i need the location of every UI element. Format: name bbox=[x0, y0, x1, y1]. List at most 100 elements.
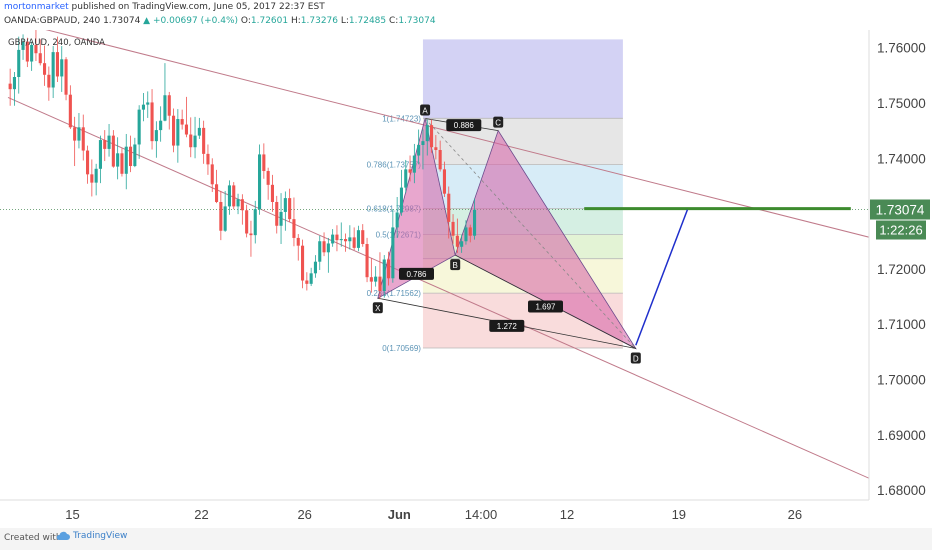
candle bbox=[408, 155, 412, 182]
candle bbox=[348, 225, 352, 250]
candle-body bbox=[361, 230, 365, 245]
candle bbox=[374, 266, 378, 287]
candle bbox=[473, 198, 477, 240]
candle bbox=[296, 234, 300, 261]
candle bbox=[275, 195, 279, 234]
candle bbox=[240, 194, 244, 225]
ohlc-close-value: 1.73074 bbox=[398, 16, 436, 26]
candle bbox=[73, 116, 77, 167]
candle bbox=[464, 220, 468, 245]
candle-body bbox=[425, 125, 429, 142]
pattern-point-badge bbox=[450, 259, 461, 271]
candle-body bbox=[141, 104, 145, 110]
candle-body bbox=[43, 63, 47, 75]
candle-body bbox=[434, 147, 438, 151]
candle bbox=[206, 144, 210, 175]
candle bbox=[137, 105, 141, 159]
candle bbox=[43, 45, 47, 86]
candle bbox=[47, 66, 51, 101]
pattern-point-badge bbox=[372, 302, 383, 314]
candle bbox=[412, 143, 416, 184]
y-tick-label: 1.69000 bbox=[877, 428, 926, 443]
tradingview-brand[interactable]: TradingView bbox=[56, 531, 127, 541]
candle-body bbox=[460, 241, 464, 247]
candle-body bbox=[417, 145, 421, 156]
x-tick-label: 14:00 bbox=[465, 507, 498, 522]
ohlc-low-value: 1.72485 bbox=[348, 16, 387, 26]
candle-body bbox=[275, 201, 279, 226]
x-tick-label: 15 bbox=[65, 507, 79, 522]
candle-body bbox=[111, 135, 115, 167]
candle bbox=[8, 68, 12, 106]
candle bbox=[442, 161, 446, 198]
brand-name: TradingView bbox=[73, 531, 128, 541]
candle bbox=[468, 224, 472, 243]
candle bbox=[318, 235, 322, 271]
candle bbox=[103, 130, 107, 162]
candle-body bbox=[262, 154, 266, 172]
candle bbox=[210, 158, 214, 193]
candle bbox=[236, 193, 240, 215]
candle-body bbox=[395, 212, 399, 228]
pattern-point-label: C bbox=[495, 119, 501, 128]
candle bbox=[288, 188, 292, 222]
candle-body bbox=[369, 277, 373, 282]
candle bbox=[12, 72, 16, 106]
candle bbox=[331, 229, 335, 247]
candle bbox=[60, 46, 64, 92]
x-tick-label: 19 bbox=[672, 507, 686, 522]
trend-channel-line bbox=[45, 30, 869, 238]
y-tick-label: 1.70000 bbox=[877, 372, 926, 387]
chart-canvas[interactable]: 1(1.74723)0.786(1.73757)0.618(1.72987)0.… bbox=[0, 0, 932, 528]
candle bbox=[34, 30, 38, 61]
candle-body bbox=[455, 235, 459, 247]
candle-body bbox=[365, 244, 369, 278]
candle-body bbox=[378, 276, 382, 292]
candle bbox=[223, 190, 227, 232]
candle-body bbox=[249, 233, 253, 236]
candle-body bbox=[227, 185, 231, 207]
candle-body bbox=[301, 245, 305, 281]
candle-body bbox=[64, 59, 68, 95]
author-link[interactable]: mortonmarket bbox=[4, 2, 69, 12]
candle-body bbox=[124, 146, 128, 174]
candle-body bbox=[120, 153, 124, 174]
last-price: 1.73074 bbox=[103, 16, 141, 26]
candle-body bbox=[387, 259, 391, 279]
candle-body bbox=[146, 102, 150, 105]
countdown-badge-text: 1:22:26 bbox=[879, 223, 922, 238]
candle-body bbox=[408, 169, 412, 173]
candle bbox=[146, 91, 150, 118]
candle bbox=[395, 197, 399, 238]
pattern-point-label: B bbox=[453, 261, 458, 270]
candle-body bbox=[107, 135, 111, 149]
candle bbox=[258, 144, 262, 215]
candle bbox=[176, 109, 180, 163]
candle bbox=[154, 121, 158, 158]
candle bbox=[90, 159, 94, 197]
candle-body bbox=[90, 174, 94, 183]
candle-body bbox=[421, 141, 425, 146]
candle bbox=[94, 163, 98, 196]
candle bbox=[159, 106, 163, 142]
pattern-point-label: A bbox=[422, 106, 428, 115]
fib-level-label: 0.236(1.71562) bbox=[367, 289, 422, 298]
candle-body bbox=[86, 150, 90, 175]
candle-body bbox=[77, 127, 81, 141]
candle-body bbox=[60, 59, 64, 77]
candle bbox=[292, 197, 296, 247]
ratio-badge bbox=[399, 267, 434, 280]
cloud-icon bbox=[56, 531, 70, 540]
quote-line: OANDA:GBPAUD, 240 1.73074 ▲ +0.00697 (+0… bbox=[4, 16, 436, 26]
fib-level-label: 1(1.74723) bbox=[382, 114, 421, 123]
candle bbox=[172, 108, 176, 153]
candle-body bbox=[344, 239, 348, 242]
ratio-badge bbox=[489, 319, 525, 332]
candle-body bbox=[94, 168, 98, 183]
publish-info: published on TradingView.com, June 05, 2… bbox=[71, 2, 325, 12]
candle-body bbox=[172, 115, 176, 146]
candle-body bbox=[270, 184, 274, 202]
candle bbox=[163, 63, 167, 122]
candle-body bbox=[215, 184, 219, 202]
candle bbox=[455, 218, 459, 253]
